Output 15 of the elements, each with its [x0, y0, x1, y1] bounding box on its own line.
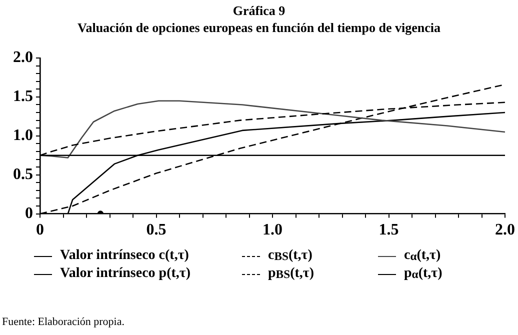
source-note: Fuente: Elaboración propia. — [2, 316, 124, 328]
x-tick-label: 2.0 — [495, 222, 515, 239]
legend-label: Valor intrínseco c(t,τ) — [60, 248, 190, 264]
y-tick-label: 1.5 — [13, 88, 33, 106]
x-tick-label: 1.0 — [262, 222, 282, 239]
legend-label: Valor intrínseco p(t,τ) — [60, 266, 192, 282]
y-tick-label: 2.0 — [13, 49, 33, 66]
y-tick-label: 1.0 — [13, 127, 33, 144]
x-tick-label: 0.5 — [146, 222, 166, 239]
chart-title: Gráfica 9 — [232, 2, 286, 19]
chart-subtitle: Valuación de opciones europeas en función del tiempo de vigencia — [76, 19, 442, 36]
y-tick-label: 0 — [25, 204, 33, 222]
y-tick-label: 0.5 — [13, 166, 33, 183]
x-tick-label: 1.5 — [378, 222, 399, 239]
x-tick-label: 0 — [36, 222, 44, 239]
